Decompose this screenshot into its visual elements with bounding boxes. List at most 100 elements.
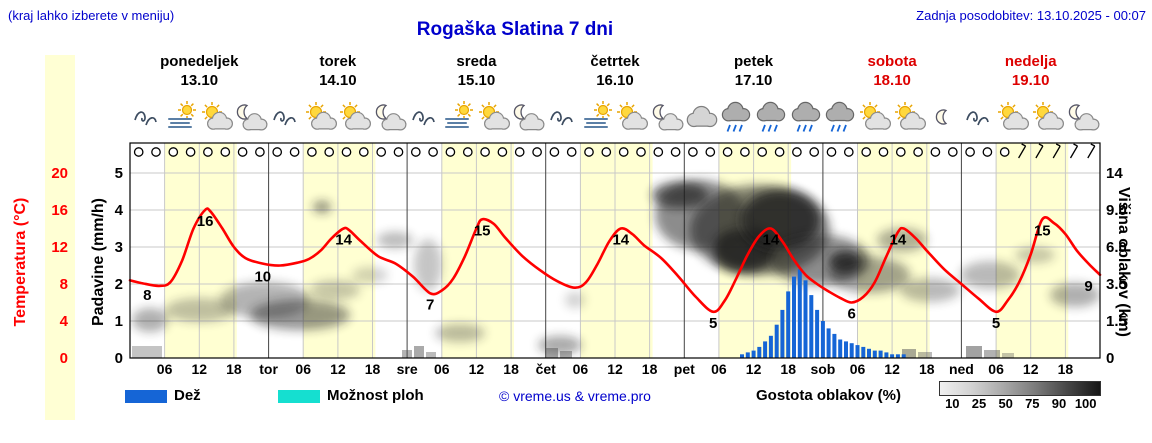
temperature-point-labels: 8 16 10 14 7 15 14 5 14 6 14 5 15 9 [143,213,1093,332]
legend-row: Dež Možnost ploh © vreme.us & vreme.pro … [0,380,1152,422]
weather-icon-fog-sun [445,101,474,128]
weather-icon-slot [164,100,200,136]
svg-text:14: 14 [890,232,907,249]
weather-icon-slot [476,100,512,136]
wind-barb-icon [1018,143,1027,159]
day-date: 19.10 [1011,72,1050,89]
calm-wind-icon [913,147,923,157]
weather-icon-rain [791,101,820,132]
weather-icon-slot [995,100,1031,136]
weather-icon-moon-cloud [652,104,684,131]
svg-text:1: 1 [115,313,123,330]
wind-barb-icon [1035,143,1044,159]
temperature-axis-title: Temperatura (°C) [12,197,29,327]
svg-text:10: 10 [254,269,271,286]
cloud-density-scale-value: 100 [1074,396,1097,411]
svg-text:06: 06 [988,361,1004,377]
calm-wind-icon [878,147,889,157]
svg-text:14: 14 [335,232,352,249]
cloud-density-scale-value: 10 [945,396,960,411]
calm-wind-icon [358,147,369,157]
weather-icon-slot [649,100,685,136]
weather-icon-slot [129,100,165,136]
day-name: četrtek [590,53,640,70]
svg-text:14: 14 [763,232,780,249]
calm-wind-icon [549,147,560,157]
svg-text:15: 15 [1034,222,1051,239]
precipitation-axis-title: Padavine (mm/h) [90,197,107,327]
svg-text:12: 12 [607,361,623,377]
weather-icon-moon-cloud [375,104,407,131]
svg-text:9: 9 [1084,278,1092,295]
wind-barb-icon [1052,143,1061,159]
weather-icon-slot [718,100,754,136]
weather-icon-wind [273,111,296,126]
weather-icon-sun-cloud [201,102,233,130]
cloud-density-label: Gostota oblakov (%) [756,387,902,404]
weather-icon-sun-cloud [305,102,337,130]
calm-wind-icon [566,147,577,157]
wind-barb-icon [1087,143,1096,159]
svg-text:0: 0 [115,350,123,367]
weather-icon-wind [550,111,573,126]
calm-wind-icon [480,147,490,157]
rain-legend-label: Dež [174,387,201,404]
day-name: torek [319,53,357,70]
svg-text:4: 4 [115,202,124,219]
svg-text:06: 06 [711,361,727,377]
weather-icon-slot [441,100,477,136]
svg-text:sre: sre [397,361,418,377]
svg-text:12: 12 [469,361,485,377]
calm-wind-icon [410,147,421,157]
svg-text:2: 2 [115,276,123,293]
weather-icon-wind [411,111,435,126]
calm-wind-icon [757,147,768,157]
copyright-link[interactable]: © vreme.us & vreme.pro [499,388,651,404]
calm-wind-icon [237,147,248,157]
svg-text:18: 18 [503,361,519,377]
weather-icon-slot [372,100,408,136]
calm-wind-icon [982,147,993,157]
svg-text:18: 18 [780,361,796,377]
svg-text:06: 06 [573,361,589,377]
calm-wind-icon [722,147,733,157]
svg-text:12: 12 [1023,361,1039,377]
calm-wind-icon [653,147,664,157]
calm-wind-icon [947,147,958,157]
cloud-density-colorbar [939,381,1101,396]
day-date: 15.10 [457,72,496,89]
day-name: sobota [867,53,917,70]
svg-text:3: 3 [115,239,123,256]
weather-icon-slot [510,100,546,136]
weather-icon-rain [756,101,786,132]
weather-icon-slot [337,100,373,136]
day-date: 16.10 [596,72,634,89]
svg-text:čet: čet [536,361,557,377]
calm-wind-icon [809,147,820,157]
day-name: sreda [456,53,497,70]
svg-text:12: 12 [192,361,208,377]
day-header: sobota 18.10 [823,52,962,90]
weather-icon-wind [965,111,989,126]
svg-text:ned: ned [949,361,974,377]
weather-icon-slot [407,100,443,136]
weather-icon-sun-cloud [894,102,926,130]
weather-icon-sun-cloud [859,102,891,130]
day-header: sreda 15.10 [407,52,546,90]
calm-wind-icon [965,147,975,157]
calm-wind-icon [514,147,525,157]
weather-icon-fog-sun [168,101,196,128]
calm-wind-icon [705,147,716,157]
calm-wind-icon [168,147,179,157]
page-title: Rogaška Slatina 7 dni [416,19,614,40]
svg-text:14: 14 [612,232,629,249]
day-date: 13.10 [180,72,219,89]
weather-icon-slot [822,100,858,136]
weather-icon-slot [199,100,235,136]
svg-text:12: 12 [746,361,762,377]
cloud-height-axis-title: Višina oblakov (km) [1115,187,1132,337]
calm-wind-icon [740,147,750,157]
